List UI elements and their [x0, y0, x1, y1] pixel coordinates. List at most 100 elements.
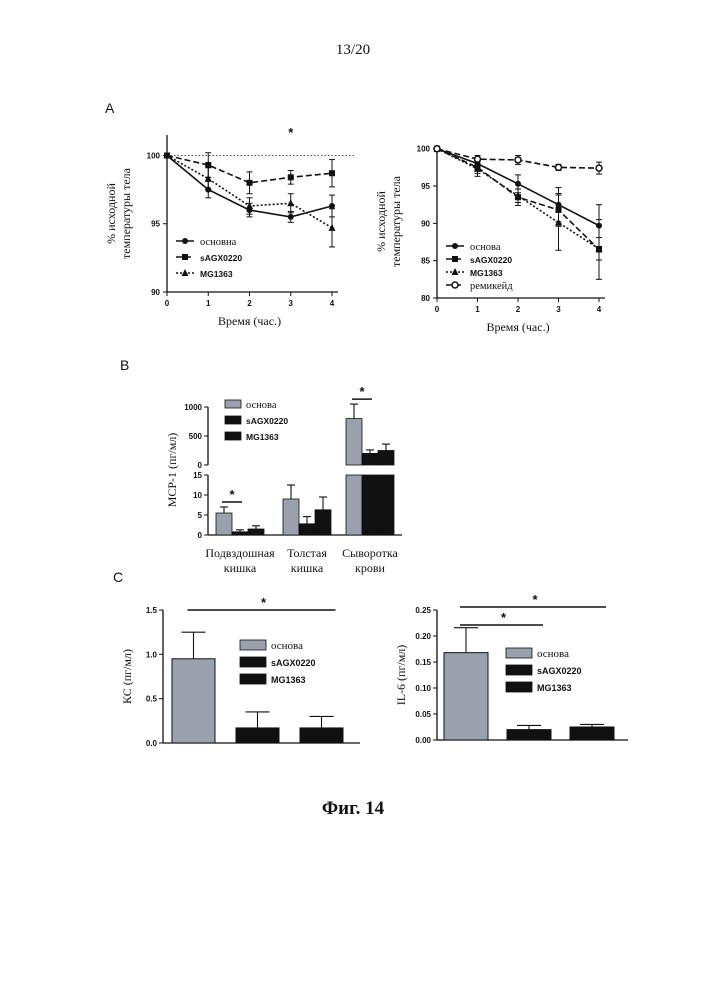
legend-label: MG1363 [200, 269, 233, 279]
x-tick-label: 0 [165, 299, 170, 308]
data-point [328, 223, 336, 231]
bar [215, 512, 233, 536]
legend-label: основа [470, 242, 501, 253]
legend-label: основа [246, 400, 277, 411]
y-tick-label: 95 [151, 220, 160, 229]
bar [299, 727, 344, 744]
category-label-line: Подвздошная [205, 546, 275, 560]
category-label: Подвздошная кишка [205, 546, 275, 575]
y-axis-label: КС (пг/мл) [120, 649, 134, 704]
y-tick-label: 0.15 [415, 658, 431, 667]
bar [282, 498, 300, 536]
data-point [554, 163, 563, 172]
data-point [329, 170, 335, 177]
significance-star: * [229, 487, 235, 502]
bar [171, 658, 216, 744]
category-label-line: кишка [291, 561, 324, 575]
bar [298, 523, 316, 536]
legend-label: sAGX0220 [200, 253, 242, 263]
y-tick-label: 100 [147, 151, 161, 160]
panel-a-right-chart: 80 85 90 95 100 0 1 2 3 4 Время (час.) % исходнойте… [374, 144, 605, 334]
y-tick-label: 1.0 [146, 650, 158, 659]
data-point [514, 156, 522, 164]
y-tick-label: 0.25 [415, 606, 431, 615]
y-tick-label: 15 [193, 471, 202, 480]
significance-star: * [261, 595, 267, 610]
bar [569, 726, 615, 741]
category-label-line: крови [355, 561, 385, 575]
data-point [474, 164, 481, 172]
y-axis-label: МСР-1 (пг/мл) [165, 433, 179, 508]
legend-label: основна [200, 237, 237, 248]
legend-swatch [224, 399, 242, 409]
legend-swatch [239, 673, 267, 685]
legend-swatch [505, 647, 533, 659]
bar [443, 652, 489, 741]
category-label: Сыворотка крови [342, 546, 398, 575]
data-point [473, 155, 482, 163]
legend-marker [452, 256, 458, 262]
x-tick-label: 2 [516, 305, 521, 314]
panel-label: C [113, 569, 123, 585]
data-point [595, 244, 603, 252]
data-point [205, 162, 212, 169]
y-axis-label: IL-6 (пг/мл) [394, 645, 408, 706]
x-axis-label: Время (час.) [218, 314, 281, 328]
panel-label: B [120, 357, 129, 373]
y-tick-label: 0.00 [415, 736, 431, 745]
bar [314, 509, 332, 536]
y-tick-label: 0.10 [415, 684, 431, 693]
y-tick-label: 0 [198, 531, 203, 540]
category-label-line: Сыворотка [342, 546, 398, 560]
category-label: Толстая кишка [287, 546, 327, 575]
legend-swatch [239, 656, 267, 668]
y-axis-label: % исходнойтемпературы тела [104, 167, 133, 259]
x-tick-label: 0 [435, 305, 440, 314]
data-point [555, 218, 562, 226]
data-point [433, 144, 441, 153]
bar [231, 531, 249, 536]
legend-marker [182, 254, 188, 260]
y-tick-label: 500 [189, 432, 203, 441]
bar-lower-segment [345, 474, 363, 536]
data-point [329, 202, 335, 209]
bar-upper-segment [345, 418, 363, 466]
bar [235, 727, 280, 744]
page-number: 13/20 [336, 42, 370, 58]
y-axis-label-line: % исходной [374, 191, 388, 252]
bar-lower-segment [377, 474, 395, 536]
data-point [514, 191, 522, 199]
legend-marker [452, 243, 458, 249]
y-tick-label: 0.20 [415, 632, 431, 641]
y-tick-label: 1000 [184, 403, 202, 412]
legend-label: ремикейд [470, 281, 513, 292]
legend-label: MG1363 [246, 432, 279, 442]
legend-swatch [505, 664, 533, 676]
y-tick-label: 95 [421, 182, 430, 191]
significance-star: * [288, 125, 294, 140]
panel-c-right-chart: 0.00 0.05 0.10 0.15 0.20 0.25 IL-6 (пг/мл) * * ос… [394, 592, 628, 745]
panel-label: A [105, 100, 115, 116]
x-tick-label: 1 [475, 305, 480, 314]
x-tick-label: 3 [289, 299, 294, 308]
legend-marker [181, 269, 189, 276]
y-tick-label: 0.05 [415, 710, 431, 719]
category-label-line: Толстая [287, 546, 327, 560]
legend-swatch [239, 639, 267, 651]
y-tick-label: 5 [198, 511, 203, 520]
y-tick-label: 0 [198, 461, 203, 470]
legend-swatch [224, 415, 242, 425]
legend-label: sAGX0220 [246, 416, 288, 426]
data-point [287, 174, 294, 181]
legend-label: основа [271, 640, 303, 652]
data-point [204, 174, 212, 182]
y-tick-label: 85 [421, 257, 430, 266]
y-tick-label: 100 [417, 145, 431, 154]
bar [506, 729, 552, 741]
bar-upper-segment [377, 450, 395, 466]
legend-marker [451, 281, 459, 289]
y-tick-label: 80 [421, 294, 430, 303]
legend-label: основа [537, 648, 569, 660]
